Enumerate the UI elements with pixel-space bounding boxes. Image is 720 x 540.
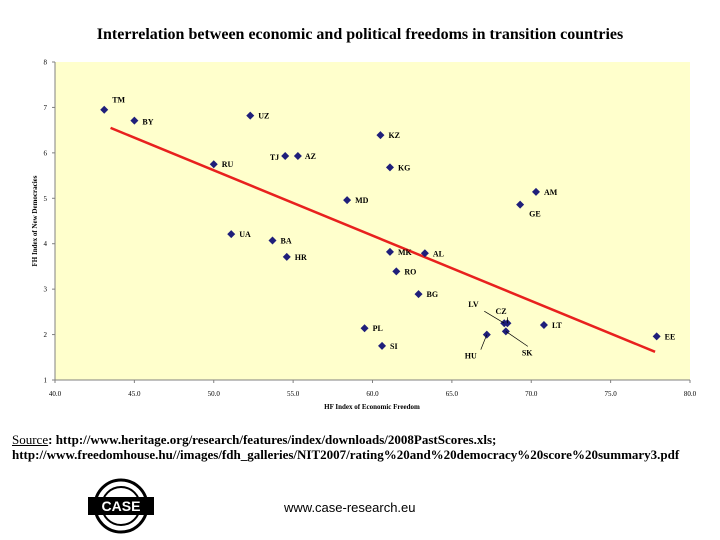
- point-md: [343, 196, 352, 205]
- point-label-pl: PL: [373, 324, 383, 333]
- chart-title: Interrelation between economic and polit…: [97, 26, 623, 43]
- y-tick-label: 7: [44, 104, 48, 112]
- point-label-md: MD: [355, 196, 369, 205]
- data-points: TM BY UZ KZ TJ AZ RU KG AM MD GE UA BA MK AL HR RO BG LV CZ…: [100, 96, 675, 361]
- source-url-1[interactable]: http://www.heritage.org/research/feature…: [55, 432, 497, 447]
- point-uz: [246, 111, 255, 120]
- x-tick-label: 65.0: [446, 390, 459, 398]
- point-label-az: AZ: [305, 152, 316, 161]
- point-az: [293, 152, 302, 161]
- point-label-tm: TM: [112, 96, 125, 105]
- point-label-hr: HR: [295, 253, 307, 262]
- point-si: [378, 341, 387, 350]
- point-label-al: AL: [433, 249, 444, 258]
- point-label-ge: GE: [529, 210, 541, 219]
- website-url[interactable]: www.case-research.eu: [284, 500, 416, 515]
- point-hr: [282, 252, 291, 261]
- x-tick-label: 55.0: [287, 390, 300, 398]
- source-colon: :: [48, 432, 56, 447]
- logo-text: CASE: [102, 498, 141, 514]
- point-ba: [268, 236, 277, 245]
- point-label-kg: KG: [398, 163, 410, 172]
- x-tick-label: 70.0: [525, 390, 538, 398]
- point-ee: [652, 332, 661, 341]
- x-tick-label: 60.0: [366, 390, 379, 398]
- point-tm: [100, 105, 109, 114]
- point-label-sk: SK: [522, 348, 533, 357]
- point-pl: [360, 324, 369, 333]
- point-label-ua: UA: [239, 230, 251, 239]
- y-tick-label: 1: [44, 377, 48, 385]
- point-mk: [385, 247, 394, 256]
- y-axis-label: FH Index of New Democracies: [31, 175, 39, 266]
- point-label-bg: BG: [427, 290, 439, 299]
- point-label-ba: BA: [280, 237, 291, 246]
- source-note: Source: http://www.heritage.org/research…: [12, 432, 712, 462]
- point-al: [420, 249, 429, 258]
- point-label-mk: MK: [398, 248, 413, 257]
- point-label-hu: HU: [465, 352, 477, 361]
- point-by: [130, 116, 139, 125]
- point-label-lt: LT: [552, 321, 563, 330]
- point-label-by: BY: [142, 118, 153, 127]
- point-ge: [516, 200, 525, 209]
- source-lead: Source: [12, 432, 49, 447]
- point-ru: [209, 160, 218, 169]
- point-label-si: SI: [390, 342, 398, 351]
- y-tick-label: 6: [44, 149, 48, 157]
- y-ticks: 1 2 3 4 5 6 7 8: [44, 59, 55, 385]
- point-am: [532, 187, 541, 196]
- point-lt: [539, 321, 548, 330]
- y-tick-label: 2: [44, 331, 48, 339]
- scatter-chart: Interrelation between economic and polit…: [31, 26, 697, 411]
- point-kg: [385, 163, 394, 172]
- point-label-lv: LV: [468, 300, 479, 309]
- x-axis-label: HF Index of Economic Freedom: [324, 403, 420, 411]
- point-bg: [414, 290, 423, 299]
- y-tick-label: 3: [44, 286, 48, 294]
- y-tick-label: 8: [44, 59, 48, 67]
- point-kz: [376, 131, 385, 140]
- point-label-kz: KZ: [388, 131, 400, 140]
- x-tick-label: 75.0: [605, 390, 618, 398]
- point-label-am: AM: [544, 188, 558, 197]
- point-label-tj: TJ: [270, 153, 279, 162]
- plot-area: [55, 62, 690, 380]
- case-logo: CASE: [88, 478, 154, 534]
- y-tick-label: 5: [44, 195, 48, 203]
- leader-sk: [505, 331, 529, 347]
- x-tick-label: 80.0: [684, 390, 697, 398]
- y-tick-label: 4: [44, 240, 48, 248]
- x-tick-label: 45.0: [128, 390, 141, 398]
- x-ticks: 40.0 45.0 50.0 55.0 60.0 65.0 70.0 75.0 80.0: [49, 380, 697, 398]
- source-url-2[interactable]: http://www.freedomhouse.hu//images/fdh_g…: [12, 447, 680, 462]
- point-label-ru: RU: [222, 160, 234, 169]
- point-ua: [227, 230, 236, 239]
- leader-lv: [484, 310, 505, 324]
- point-label-ee: EE: [665, 332, 676, 341]
- point-label-uz: UZ: [258, 112, 269, 121]
- x-tick-label: 40.0: [49, 390, 62, 398]
- trendline: [110, 126, 656, 353]
- point-label-ro: RO: [404, 267, 416, 276]
- point-tj: [281, 152, 290, 161]
- x-tick-label: 50.0: [208, 390, 221, 398]
- point-ro: [392, 267, 401, 276]
- point-label-cz: CZ: [495, 307, 506, 316]
- leader-hu: [480, 334, 488, 350]
